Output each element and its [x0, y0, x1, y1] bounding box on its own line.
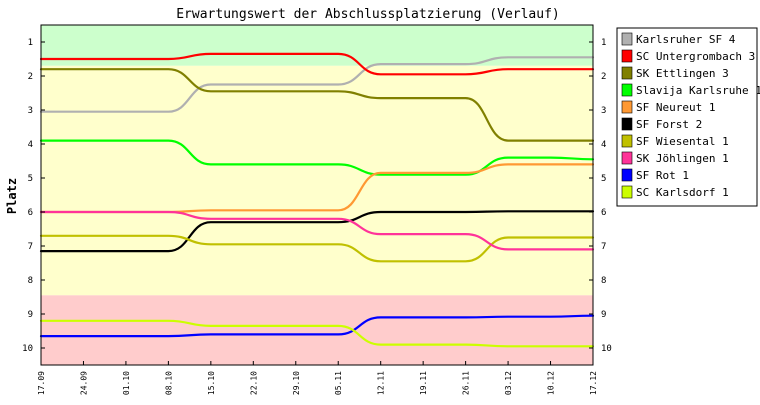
y-tick-label-left: 2 — [28, 72, 33, 82]
chart-title: Erwartungswert der Abschlussplatzierung … — [176, 7, 560, 22]
x-tick-label: 12.11 — [377, 371, 386, 395]
y-tick-label-right: 6 — [601, 208, 606, 218]
background-band-3 — [41, 295, 593, 365]
y-tick-label-right: 8 — [601, 276, 606, 286]
series-line-3 — [39, 68, 595, 142]
y-tick-label-right: 4 — [601, 140, 606, 150]
y-tick-label-left: 6 — [28, 208, 33, 218]
legend-label: SF Wiesental 1 — [636, 135, 729, 148]
x-tick-label: 17.12 — [589, 371, 598, 395]
y-tick-label-left: 8 — [28, 276, 33, 286]
series-line-8 — [39, 210, 595, 251]
legend-label: SK Jöhlingen 1 — [636, 152, 729, 165]
x-tick-label: 05.11 — [334, 371, 343, 395]
legend-label: SC Untergrombach 3 — [636, 50, 755, 63]
x-tick-label: 10.12 — [547, 371, 556, 395]
background-bands — [41, 25, 593, 365]
x-tick-label: 19.11 — [419, 371, 428, 395]
x-tick-label: 29.10 — [292, 371, 301, 395]
x-tick-label: 08.10 — [164, 371, 173, 395]
y-tick-label-right: 9 — [601, 310, 606, 320]
y-tick-label-right: 3 — [601, 106, 606, 116]
x-tick-label: 22.10 — [249, 371, 258, 395]
series-lines — [39, 52, 595, 348]
y-tick-label-right: 1 — [601, 38, 606, 48]
series-line-10 — [39, 319, 595, 348]
legend-label: Slavija Karlsruhe 1 — [636, 84, 760, 97]
x-tick-label: 26.11 — [462, 371, 471, 395]
legend-label: Karlsruher SF 4 — [636, 33, 736, 46]
series-line-6 — [39, 210, 595, 253]
legend-label: SF Neureut 1 — [636, 101, 715, 114]
legend-label: SF Rot 1 — [636, 169, 689, 182]
legend: Karlsruher SF 4 SC Untergrombach 3 SK Ettl… — [621, 32, 760, 199]
y-tick-label-left: 3 — [28, 106, 33, 116]
legend-label: SC Karlsdorf 1 — [636, 186, 729, 199]
x-tick-label: 01.10 — [122, 371, 131, 395]
y-tick-label-left: 7 — [28, 242, 33, 252]
legend-swatch — [621, 168, 633, 182]
y-axis-ticks: 1 1 2 2 3 3 4 4 5 5 6 6 7 7 8 8 9 9 10 10 — [22, 38, 612, 354]
y-tick-label-left: 1 — [28, 38, 33, 48]
x-tick-label: 24.09 — [79, 371, 88, 395]
y-tick-label-left: 5 — [28, 174, 33, 184]
series-line-7 — [39, 234, 595, 263]
legend-label: SF Forst 2 — [636, 118, 702, 131]
legend-swatch — [621, 32, 633, 46]
legend-swatch — [621, 100, 633, 114]
background-band-2 — [41, 65, 593, 296]
x-tick-label: 15.10 — [207, 371, 216, 395]
legend-swatch — [621, 49, 633, 63]
plot-frame — [40, 24, 594, 366]
y-tick-label-left: 10 — [22, 344, 33, 354]
series-line-9 — [39, 314, 595, 338]
legend-swatch — [621, 83, 633, 97]
legend-box — [616, 27, 758, 207]
series-line-4 — [39, 139, 595, 176]
y-tick-label-left: 4 — [28, 140, 33, 150]
y-tick-label-left: 9 — [28, 310, 33, 320]
x-tick-label: 03.12 — [504, 371, 513, 395]
y-tick-label-right: 2 — [601, 72, 606, 82]
legend-swatch — [621, 117, 633, 131]
y-tick-label-right: 10 — [601, 344, 612, 354]
series-line-1 — [39, 56, 595, 113]
y-tick-label-right: 5 — [601, 174, 606, 184]
y-axis-label: Platz — [5, 178, 19, 214]
series-line-2 — [39, 52, 595, 76]
y-tick-label-right: 7 — [601, 242, 606, 252]
legend-label: SK Ettlingen 3 — [636, 67, 729, 80]
legend-swatch — [621, 151, 633, 165]
legend-swatch — [621, 185, 633, 199]
legend-swatch — [621, 134, 633, 148]
x-tick-label: 17.09 — [37, 371, 46, 395]
x-axis-ticks: 17.09 24.09 01.10 08.10 15.10 22.10 29.10 05.11… — [37, 361, 598, 395]
legend-swatch — [621, 66, 633, 80]
